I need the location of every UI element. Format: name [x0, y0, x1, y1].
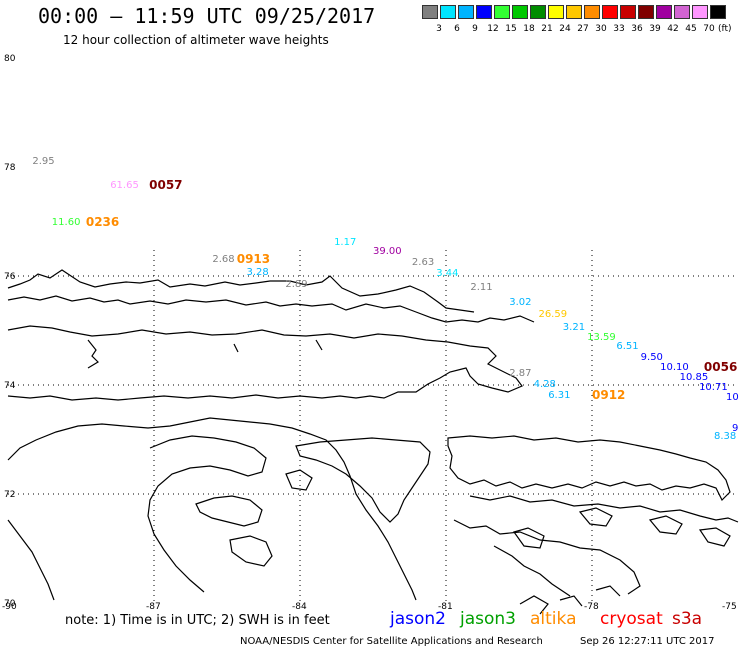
wave-height-label: 10.10 — [660, 361, 689, 373]
legend-label: 15 — [505, 24, 517, 34]
legend-label: 45 — [685, 24, 697, 34]
legend-swatch — [512, 5, 528, 19]
legend-swatch — [548, 5, 564, 19]
wave-height-label: 3.02 — [509, 297, 532, 309]
lon-tick-label: -84 — [292, 602, 307, 612]
pass-time-label: 0056 — [703, 360, 738, 374]
legend-label: 33 — [613, 24, 625, 34]
wave-height-label: 26.59 — [538, 309, 568, 321]
legend-swatch — [710, 5, 726, 19]
lat-tick-label: 78 — [4, 163, 16, 173]
wave-height-label: 11.60 — [51, 217, 81, 229]
lon-tick-label: -78 — [584, 602, 599, 612]
lon-tick-label: -81 — [438, 602, 453, 612]
lat-tick-label: 72 — [4, 490, 16, 500]
wave-height-label: 1.17 — [334, 237, 357, 249]
wave-height-label: 9.50 — [640, 351, 663, 363]
coastline — [7, 269, 739, 615]
legend-swatch — [602, 5, 618, 19]
legend-swatch — [692, 5, 708, 19]
wave-height-label: 3.21 — [562, 321, 586, 333]
lon-tick-label: -90 — [2, 602, 17, 612]
satellite-cryosat-label: cryosat — [600, 609, 663, 629]
legend-swatch — [584, 5, 600, 19]
lon-tick-label: -87 — [146, 602, 161, 612]
lat-tick-label: 80 — [4, 54, 16, 64]
wave-height-label: 10.71 — [699, 381, 728, 393]
credit-text: NOAA/NESDIS Center for Satellite Applica… — [240, 636, 543, 647]
wave-height-label: 10 — [726, 391, 739, 403]
wave-height-label: 2.89 — [285, 279, 308, 291]
legend-swatch — [656, 5, 672, 19]
legend-swatch — [440, 5, 456, 19]
wave-height-label: 3.44 — [436, 268, 459, 280]
wave-height-label: 4.28 — [533, 379, 556, 390]
lat-tick-label: 74 — [4, 381, 16, 391]
map-frame — [8, 58, 738, 603]
satellite-altika-label: altika — [530, 609, 577, 629]
pass-time-label: 0912 — [592, 387, 626, 402]
legend-label: 12 — [487, 24, 499, 34]
legend-swatch — [422, 5, 438, 19]
wave-height-label: 10.85 — [679, 371, 709, 383]
wave-height-label: 2.68 — [212, 253, 235, 265]
satellite-s3a-label: s3a — [672, 609, 703, 629]
wave-height-label: 2.11 — [470, 281, 493, 293]
legend-swatch — [476, 5, 492, 19]
wave-height-label: 9 — [732, 422, 739, 434]
legend-label: 6 — [454, 24, 460, 34]
legend-swatch — [494, 5, 510, 19]
legend-label: 39 — [649, 24, 661, 34]
legend-label: 9 — [472, 24, 478, 34]
wave-height-label: 6.31 — [548, 389, 571, 401]
legend-label: 36 — [631, 24, 643, 34]
lon-tick-label: -75 — [722, 602, 737, 612]
generated-timestamp: Sep 26 12:27:11 UTC 2017 — [580, 636, 715, 647]
legend-swatch — [620, 5, 636, 19]
legend-label: 21 — [541, 24, 553, 34]
legend-label: 24 — [559, 24, 571, 34]
legend-label: 30 — [595, 24, 607, 34]
legend-label: 18 — [523, 24, 535, 34]
wave-height-label: 2.95 — [32, 155, 55, 167]
wave-height-label: 2.87 — [509, 368, 532, 380]
pass-time-label: 0236 — [85, 215, 120, 230]
legend-label: 70 — [703, 24, 715, 34]
legend-swatch — [530, 5, 546, 19]
units-note: note: 1) Time is in UTC; 2) SWH is in fe… — [65, 613, 330, 628]
satellite-jason2-label: jason2 — [390, 609, 446, 629]
wave-height-label: 6.51 — [616, 341, 639, 353]
page-subtitle: 12 hour collection of altimeter wave hei… — [63, 33, 329, 47]
legend-label: 27 — [577, 24, 589, 34]
pass-time-label: 0913 — [236, 252, 271, 267]
wave-height-label: 2.63 — [411, 257, 435, 269]
wave-height-label: 8.38 — [714, 430, 737, 442]
legend-swatch — [638, 5, 654, 19]
lat-tick-label: 76 — [4, 272, 16, 282]
lat-tick-label: 70 — [4, 599, 16, 609]
legend-swatch — [674, 5, 690, 19]
wave-height-label: 13.59 — [587, 331, 616, 343]
page-title: 00:00 – 11:59 UTC 09/25/2017 — [38, 4, 376, 28]
legend-label: 3 — [436, 24, 442, 34]
wave-height-label: 39.00 — [373, 246, 402, 258]
lat-lon-grid — [8, 250, 738, 603]
wave-height-label: 61.65 — [110, 180, 139, 192]
pass-time-label: 0057 — [149, 177, 183, 192]
satellite-jason3-label: jason3 — [460, 609, 516, 629]
legend-swatch — [566, 5, 582, 19]
legend-label: 42 — [667, 24, 679, 34]
wave-height-label: 3.28 — [246, 267, 269, 279]
legend-swatch — [458, 5, 474, 19]
legend-unit: (ft) — [718, 24, 732, 34]
